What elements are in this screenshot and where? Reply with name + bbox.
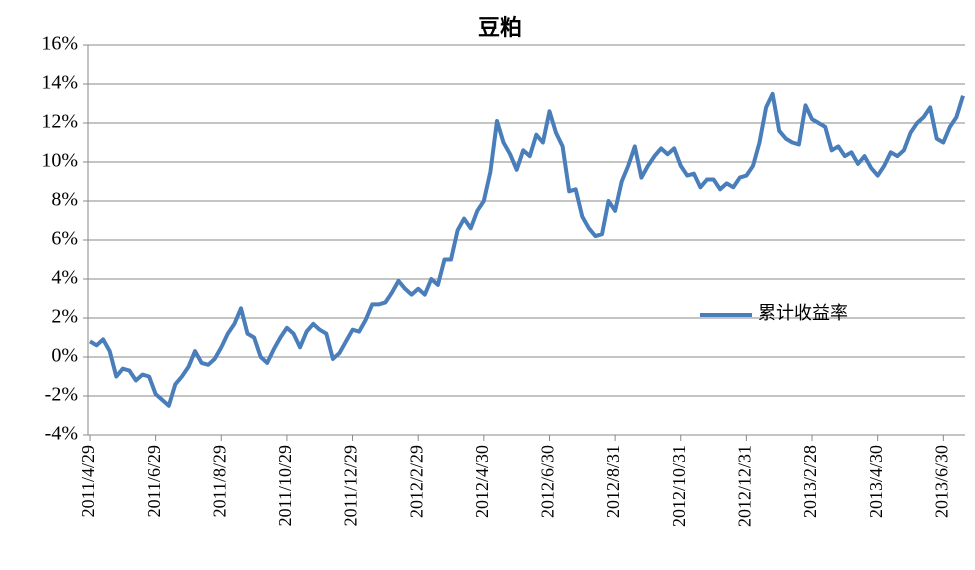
y-tick-label: -2% — [45, 384, 78, 406]
x-tick-label: 2011/4/29 — [78, 445, 98, 517]
x-tick-label: 2011/12/29 — [341, 445, 361, 526]
y-tick-label: -4% — [45, 423, 78, 445]
x-tick-label: 2011/8/29 — [209, 445, 229, 517]
x-tick-label: 2013/2/28 — [800, 445, 820, 518]
y-tick-label: 2% — [51, 306, 78, 328]
x-tick-label: 2012/10/31 — [669, 445, 689, 527]
x-tick-label: 2012/12/31 — [735, 445, 755, 527]
y-tick-label: 4% — [51, 267, 78, 289]
y-tick-label: 16% — [41, 33, 78, 55]
x-tick-label: 2012/6/30 — [538, 445, 558, 518]
x-tick-label: 2012/4/30 — [472, 445, 492, 518]
data-line — [88, 91, 965, 408]
y-tick-label: 12% — [41, 111, 78, 133]
y-tick-label: 10% — [41, 150, 78, 172]
y-tick-label: 0% — [51, 345, 78, 367]
y-tick-label: 6% — [51, 228, 78, 250]
y-tick-label: 14% — [41, 72, 78, 94]
x-tick-label: 2013/4/30 — [866, 445, 886, 518]
chart-title: 豆粕 — [478, 15, 522, 40]
x-tick-label: 2011/10/29 — [275, 445, 295, 526]
legend-label: 累计收益率 — [758, 303, 848, 323]
x-tick-label: 2012/8/31 — [603, 445, 623, 518]
x-tick-label: 2013/6/30 — [931, 445, 951, 518]
y-tick-label: 8% — [51, 189, 78, 211]
x-tick-label: 2012/2/29 — [406, 445, 426, 518]
x-tick-label: 2011/6/29 — [144, 445, 164, 517]
